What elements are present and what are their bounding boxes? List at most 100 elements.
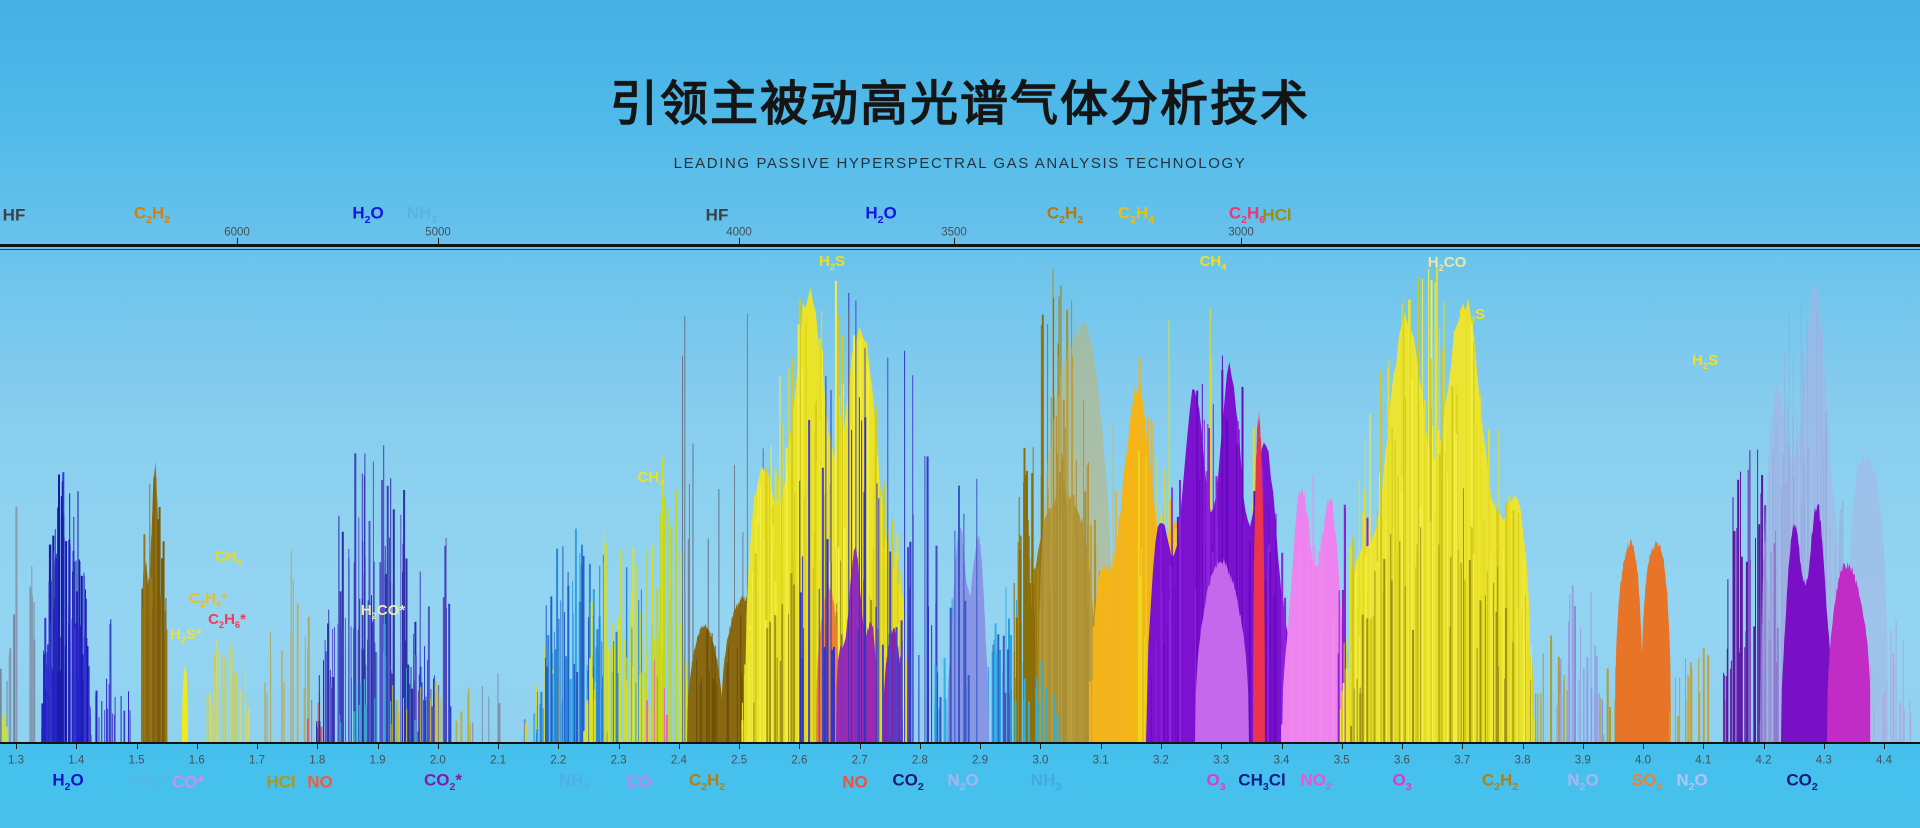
wavelength-tick-label: 4.2	[1755, 754, 1772, 767]
band-misc	[687, 313, 748, 742]
bottom-axis-line	[0, 742, 1920, 744]
band-misc	[1870, 620, 1912, 742]
band-misc	[687, 623, 723, 742]
wavelength-tick-label: 3.0	[1032, 754, 1049, 767]
band-misc	[498, 703, 526, 742]
wavenumber-tick-label: 6000	[224, 226, 250, 239]
wavelength-tick-label: 1.3	[8, 754, 24, 767]
band-misc	[472, 673, 499, 742]
wavelength-tick-label: 1.7	[249, 754, 266, 767]
plot-gas-label: C2H6*	[208, 610, 246, 630]
top-gas-label: HCl	[1262, 205, 1292, 225]
top-gas-label: HF	[2, 205, 26, 225]
wavelength-tick-label: 2.0	[429, 754, 446, 767]
wavelength-tick-label: 1.4	[68, 754, 85, 767]
wavelength-tickmark	[1522, 744, 1524, 749]
wavelength-tick-label: 3.1	[1092, 754, 1109, 767]
wavenumber-tickmark	[739, 238, 740, 244]
wavelength-tick-label: 2.5	[731, 754, 748, 767]
wavenumber-tick-label: 4000	[726, 226, 752, 239]
bottom-gas-label: NO	[842, 772, 868, 792]
top-gas-label: NH3	[406, 203, 438, 226]
wavelength-tickmark	[317, 744, 319, 749]
wavelength-tickmark	[919, 744, 921, 749]
wavenumber-tickmark	[438, 238, 439, 244]
bottom-gas-label: NH3	[1030, 770, 1062, 793]
wavenumber-tickmark	[1241, 238, 1242, 244]
wavelength-tick-label: 3.5	[1333, 754, 1350, 767]
bottom-gas-label: CO2*	[424, 770, 462, 793]
top-gas-label: C2H6	[1228, 203, 1266, 226]
bottom-gas-label: O3	[1206, 770, 1226, 793]
bottom-gas-label: HCl	[266, 772, 296, 792]
bottom-gas-label: C2H2	[1481, 770, 1519, 793]
wavelength-tick-label: 2.7	[851, 754, 868, 767]
wavelength-tick-label: 3.3	[1213, 754, 1230, 767]
plot-gas-label: C2H4*	[189, 589, 227, 609]
wavelength-tickmark	[1462, 744, 1464, 749]
wavelength-tick-label: 2.4	[670, 754, 687, 767]
band-SO2	[1641, 539, 1671, 742]
wavelength-tick-label: 3.7	[1454, 754, 1471, 767]
wavelength-tick-label: 2.8	[911, 754, 928, 767]
top-gas-label: C2H2	[133, 203, 171, 226]
wavelength-tick-label: 3.4	[1273, 754, 1290, 767]
band-misc	[266, 550, 308, 742]
band-misc	[468, 687, 471, 742]
wavelength-tick-label: 2.2	[550, 754, 567, 767]
wavelength-tickmark	[1100, 744, 1102, 749]
wavelength-tickmark	[799, 744, 801, 749]
band-C2H2	[141, 534, 168, 742]
band-CO2	[1781, 504, 1834, 742]
band-misc	[706, 629, 752, 742]
wavelength-tick-label: 2.9	[972, 754, 989, 767]
band-misc	[396, 681, 437, 742]
band-O3	[1195, 558, 1249, 742]
band-misc	[455, 692, 470, 742]
band-misc	[1674, 657, 1700, 742]
page-title: 引领主被动高光谱气体分析技术	[609, 78, 1310, 131]
bottom-gas-label: O3	[1392, 770, 1412, 793]
bottom-gas-label: NO2	[1300, 770, 1332, 793]
bottom-gas-label: 2	[0, 780, 6, 793]
wavelength-tick-label: 1.9	[369, 754, 386, 767]
wavelength-tick-label: 3.8	[1514, 754, 1531, 767]
bottom-gas-label: SO2	[1631, 770, 1663, 793]
wavelength-tickmark	[1402, 744, 1403, 749]
bottom-gas-label: NH3	[558, 770, 590, 793]
band-NH3	[1014, 660, 1059, 742]
top-axis-line-secondary	[0, 249, 1920, 250]
wavelength-tickmark	[437, 744, 439, 749]
wavelength-tickmark	[558, 744, 560, 749]
wavelength-tickmark	[678, 744, 680, 749]
band-C2H2	[1339, 268, 1532, 742]
band-misc	[1669, 648, 1727, 742]
wavelength-tick-label: 3.2	[1152, 754, 1169, 767]
plot-gas-label: CH4	[1199, 252, 1227, 272]
wavelength-tickmark	[739, 744, 741, 749]
band-H2CO	[353, 682, 417, 742]
top-gas-label: HF	[705, 205, 729, 225]
band-H2O	[88, 623, 112, 742]
band-misc	[1530, 653, 1568, 742]
band-CH4	[209, 690, 250, 742]
band-CO2	[836, 546, 877, 742]
wavelength-tick-label: 4.1	[1695, 754, 1712, 767]
wavelength-tickmark	[498, 744, 500, 749]
bottom-gas-label: N2O	[947, 770, 979, 793]
bottom-gas-label: H2O	[52, 770, 84, 793]
wavelength-tickmark	[1703, 744, 1705, 749]
wavelength-tickmark	[16, 744, 17, 749]
bottom-gas-label: N2O	[1676, 770, 1708, 793]
band-misc	[653, 659, 665, 742]
band-bg-left	[0, 614, 16, 742]
bottom-gas-label: CO2	[1786, 770, 1818, 793]
bottom-gas-label: CO	[626, 772, 652, 792]
wavelength-tickmark	[980, 744, 982, 749]
wavelength-tickmark	[196, 744, 198, 749]
band-N2O	[947, 520, 989, 742]
plot-gas-label: H2S	[1691, 351, 1719, 371]
wavelength-tick-label: 3.6	[1393, 754, 1410, 767]
plot-gas-label: H2S*	[170, 625, 202, 645]
band-H2O	[41, 538, 82, 742]
